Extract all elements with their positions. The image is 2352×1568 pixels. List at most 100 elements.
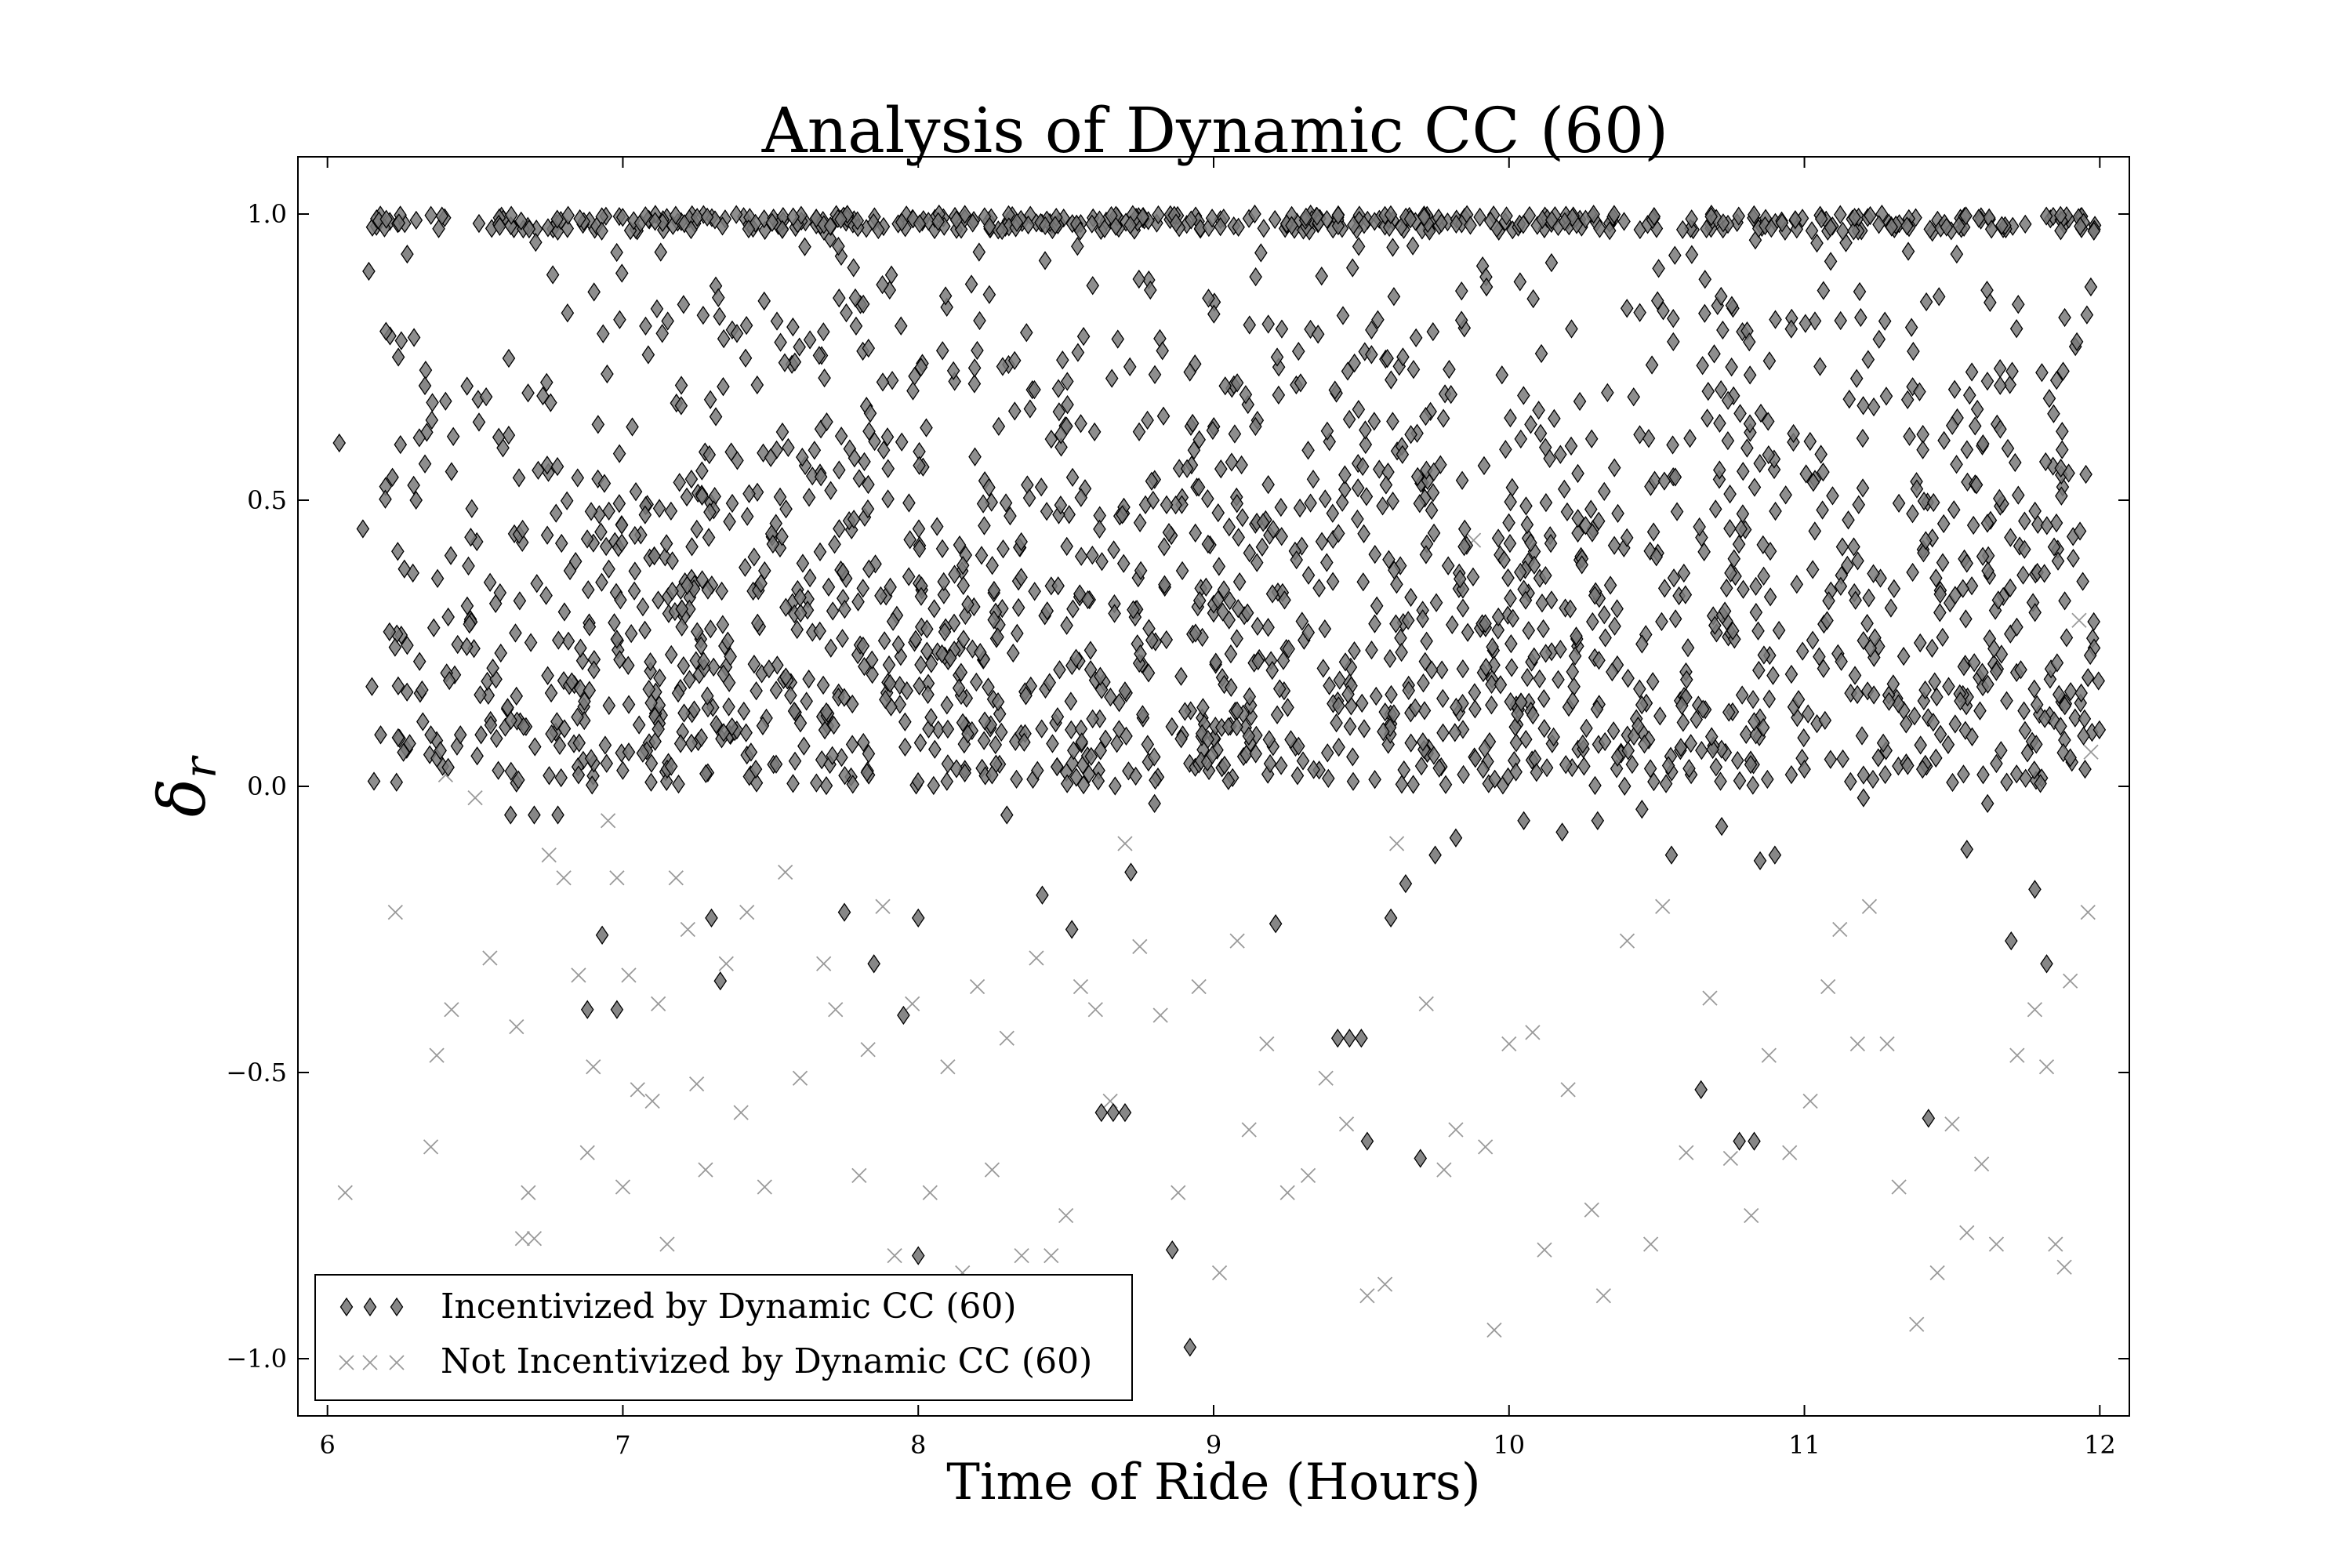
incentivized-point [1266, 520, 1280, 539]
incentivized-point [1900, 390, 1915, 410]
legend-marker-incentivized [363, 1297, 377, 1317]
not-incentivized-point [1861, 898, 1878, 914]
incentivized-point [430, 568, 445, 588]
incentivized-point [793, 587, 807, 608]
incentivized-point [1884, 598, 1898, 618]
incentivized-point [1724, 563, 1737, 583]
incentivized-point [1936, 553, 1950, 572]
incentivized-point [2054, 458, 2067, 478]
incentivized-point [1907, 706, 1922, 726]
incentivized-point [1491, 528, 1505, 548]
incentivized-point [2076, 572, 2089, 591]
incentivized-point [612, 494, 626, 514]
incentivized-point [902, 567, 916, 586]
incentivized-point [1866, 769, 1880, 789]
incentivized-point [2087, 221, 2101, 241]
not-incentivized-point [2009, 1047, 2025, 1063]
incentivized-point [1504, 492, 1517, 512]
incentivized-point [1668, 467, 1682, 487]
incentivized-point [470, 746, 484, 766]
incentivized-point [1074, 414, 1087, 434]
incentivized-point [1723, 485, 1737, 504]
incentivized-point [1403, 209, 1417, 229]
incentivized-point [1824, 252, 1838, 271]
incentivized-point [921, 212, 935, 231]
incentivized-point [1957, 764, 1970, 784]
incentivized-point [690, 208, 704, 227]
incentivized-point [1450, 214, 1463, 234]
incentivized-point [723, 512, 736, 532]
incentivized-point [1714, 286, 1728, 307]
incentivized-point [902, 493, 916, 513]
incentivized-point [1098, 729, 1112, 749]
incentivized-point [1990, 753, 2003, 774]
incentivized-point [513, 591, 527, 611]
incentivized-point [961, 594, 975, 614]
incentivized-point [379, 321, 393, 341]
incentivized-point [1293, 498, 1307, 518]
incentivized-point [1436, 723, 1450, 742]
incentivized-point [1174, 729, 1188, 749]
incentivized-point [1425, 500, 1439, 521]
incentivized-point [1769, 501, 1782, 521]
incentivized-point [1748, 712, 1761, 731]
incentivized-point [1295, 612, 1309, 631]
incentivized-point [1714, 379, 1728, 400]
incentivized-point [1593, 219, 1606, 238]
incentivized-point [1185, 210, 1198, 230]
incentivized-point [1918, 680, 1932, 700]
incentivized-point [1588, 775, 1602, 796]
incentivized-point [379, 209, 393, 229]
incentivized-point [935, 341, 949, 361]
incentivized-point [1311, 325, 1325, 344]
incentivized-point [1805, 221, 1819, 241]
not-incentivized-point [2027, 1002, 2043, 1018]
incentivized-point [1820, 611, 1834, 630]
incentivized-point [1053, 660, 1066, 680]
incentivized-point [2016, 565, 2030, 585]
incentivized-point [1285, 216, 1298, 235]
incentivized-point [391, 728, 405, 748]
not-incentivized-point [1014, 1247, 1029, 1264]
incentivized-point [1343, 717, 1357, 736]
incentivized-point [1136, 207, 1149, 227]
incentivized-point [504, 710, 517, 731]
incentivized-point [1980, 372, 1994, 391]
incentivized-point [1746, 775, 1760, 795]
incentivized-point [848, 448, 862, 468]
incentivized-point [1019, 686, 1033, 706]
incentivized-point [1899, 714, 1913, 734]
incentivized-point [1586, 612, 1599, 632]
incentivized-point [694, 636, 708, 655]
incentivized-point [1192, 590, 1207, 611]
incentivized-point [819, 702, 833, 722]
incentivized-point [1429, 593, 1443, 612]
incentivized-point [721, 631, 735, 651]
incentivized-point [401, 636, 414, 655]
legend-marker-not-incentivized [389, 1355, 405, 1370]
incentivized-point [426, 618, 441, 637]
y-tick-label: −0.5 [226, 1058, 287, 1087]
incentivized-point [1382, 550, 1396, 569]
incentivized-point [956, 575, 971, 596]
incentivized-point [1762, 445, 1776, 465]
incentivized-point [1457, 537, 1471, 557]
incentivized-point [1719, 578, 1733, 598]
incentivized-point [1936, 627, 1950, 648]
incentivized-point [1124, 862, 1138, 882]
incentivized-point [1060, 536, 1073, 557]
incentivized-point [824, 638, 838, 658]
incentivized-point [1763, 541, 1777, 561]
incentivized-point [1834, 310, 1848, 331]
incentivized-point [1701, 382, 1715, 401]
incentivized-point [1249, 416, 1262, 437]
incentivized-point [1290, 550, 1304, 570]
incentivized-point [613, 650, 626, 670]
incentivized-point [1030, 760, 1044, 780]
incentivized-point [1294, 373, 1308, 393]
incentivized-point [1517, 811, 1530, 830]
incentivized-point [858, 452, 871, 472]
incentivized-point [836, 629, 849, 648]
incentivized-point [1269, 914, 1283, 934]
incentivized-point [1980, 793, 1994, 814]
